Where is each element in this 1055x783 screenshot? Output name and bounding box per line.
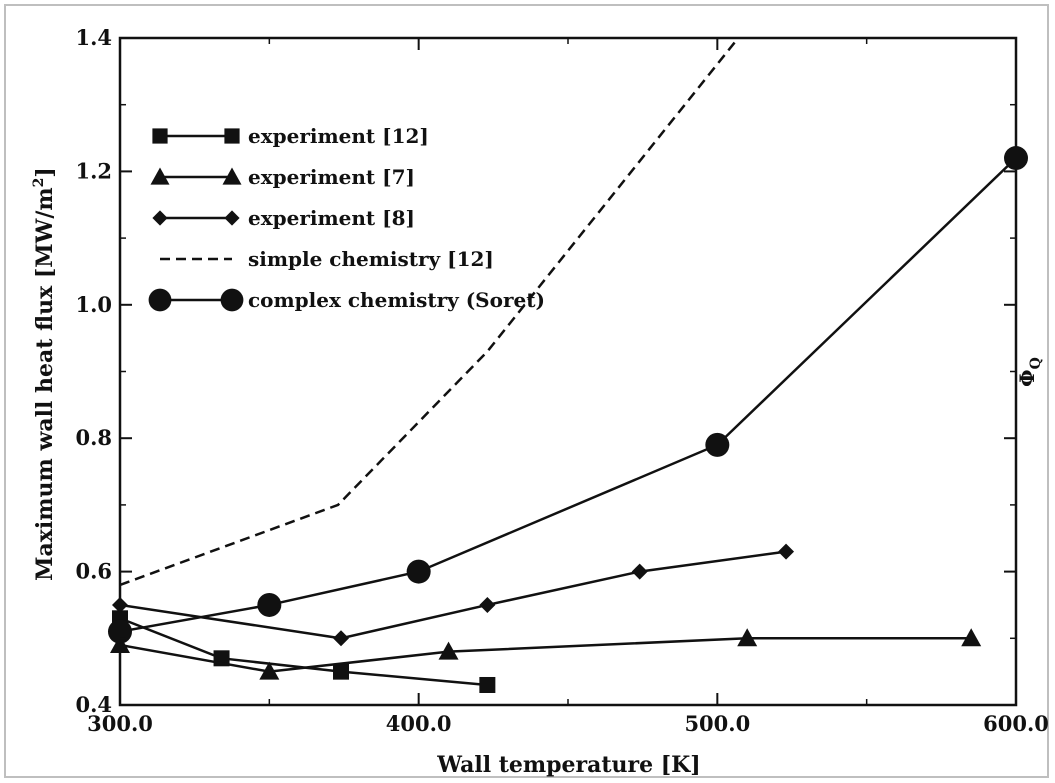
legend-entry-1: experiment [7] <box>150 165 415 189</box>
x-tick-label: 600.0 <box>983 711 1049 736</box>
y-axis-label: Maximum wall heat flux [MW/m2] <box>31 167 58 581</box>
data-point-triangle <box>259 661 280 680</box>
y-tick-label: 0.8 <box>75 425 112 450</box>
legend-marker-end <box>224 128 240 144</box>
right-axis-label: ΦQ <box>1015 357 1044 387</box>
data-point-triangle <box>737 628 758 647</box>
data-point-diamond <box>333 630 350 647</box>
series-line <box>120 617 488 687</box>
data-point-triangle <box>961 628 982 647</box>
data-point-diamond <box>631 563 648 580</box>
y-axis-label-superscript: 2 <box>31 178 47 188</box>
x-tick-label: 300.0 <box>87 711 153 736</box>
series-0 <box>112 610 496 693</box>
data-point-diamond <box>479 596 496 613</box>
legend-marker-end <box>224 210 240 226</box>
series-1 <box>110 628 982 680</box>
series-layer <box>108 38 1028 693</box>
y-axis-label-main: Maximum wall heat flux [MW/m <box>32 187 58 580</box>
legend-entry-4: complex chemistry (Soret) <box>148 288 545 312</box>
data-point-diamond <box>778 543 795 560</box>
y-tick-label: 1.2 <box>75 158 112 183</box>
data-point-triangle <box>110 634 130 653</box>
legend-label: experiment [7] <box>248 165 415 189</box>
y-tick-label: 0.4 <box>75 692 112 717</box>
series-4 <box>108 146 1028 644</box>
series-line <box>120 550 787 640</box>
legend-label: experiment [8] <box>248 206 415 230</box>
x-tick-label: 400.0 <box>386 711 452 736</box>
data-point-circle <box>1004 146 1028 171</box>
y-tick-label: 0.6 <box>75 559 112 584</box>
series-line <box>120 637 972 673</box>
y-tick-label: 1.0 <box>75 292 112 317</box>
legend-label: complex chemistry (Soret) <box>248 288 545 312</box>
legend-entry-2: experiment [8] <box>152 206 415 230</box>
axis-layer: 0.4 0.6 0.8 1.0 1.2 1.4 300.0 400.0 500.0 600.0 <box>75 25 1048 736</box>
data-point-circle <box>257 592 282 617</box>
legend-entry-0: experiment [12] <box>152 124 429 148</box>
legend-label: experiment [12] <box>248 124 429 148</box>
data-point-circle <box>705 432 730 457</box>
y-axis-label-tail: ] <box>32 167 58 177</box>
legend-marker-end <box>220 288 244 312</box>
series-line <box>120 38 740 587</box>
legend-marker-start <box>150 167 170 185</box>
legend-entry-3: simple chemistry [12] <box>160 247 494 271</box>
right-axis-label-subscript: Q <box>1028 357 1044 369</box>
right-axis-label-main: Φ <box>1015 369 1039 386</box>
data-point-circle <box>406 559 431 584</box>
legend-marker-start <box>148 288 172 312</box>
x-tick-label: 500.0 <box>684 711 750 736</box>
data-point-triangle <box>438 641 459 660</box>
data-point-square <box>479 676 496 693</box>
data-point-circle <box>108 619 132 644</box>
y-tick-label: 1.4 <box>75 25 112 50</box>
legend-marker-start <box>152 210 168 226</box>
data-point-diamond <box>112 596 128 613</box>
x-axis-label: Wall temperature [K] <box>436 752 700 778</box>
legend-marker-start <box>152 128 168 144</box>
legend-marker-end <box>222 167 242 185</box>
legend: experiment [12] experiment [7] experiment … <box>148 124 545 312</box>
legend-label: simple chemistry [12] <box>248 247 494 271</box>
series-3 <box>120 38 740 587</box>
series-2 <box>112 543 795 647</box>
data-point-square <box>333 663 350 680</box>
